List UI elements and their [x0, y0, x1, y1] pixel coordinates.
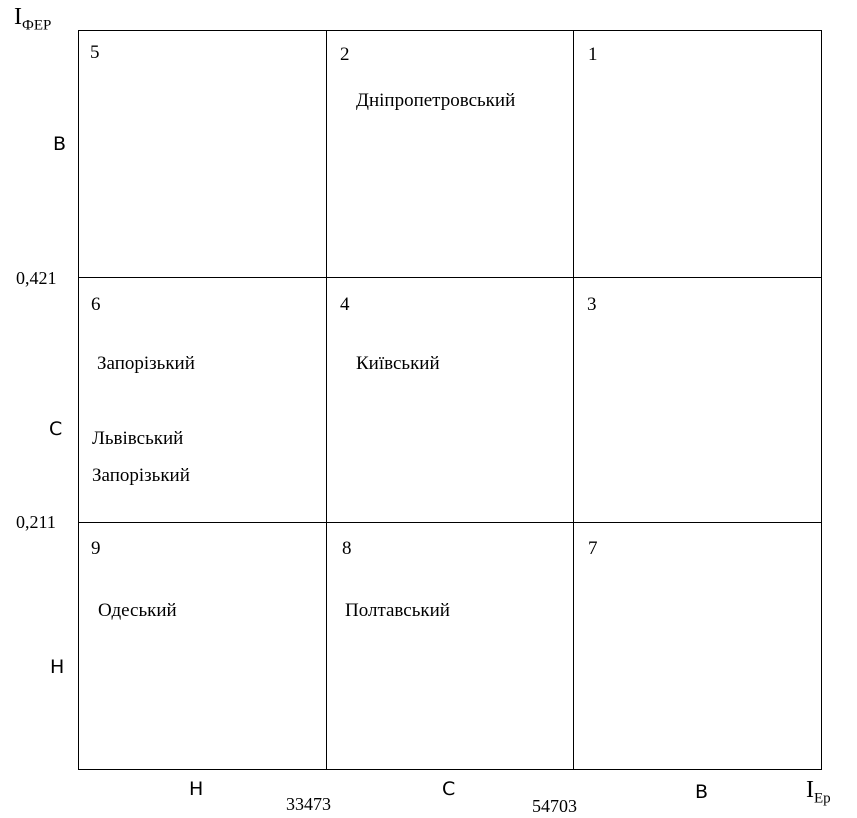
- cell-6-number: 6: [91, 294, 101, 315]
- y-threshold-upper: 0,421: [16, 268, 57, 288]
- x-axis-title-main: I: [806, 777, 814, 803]
- x-threshold-lower: 33473: [286, 794, 331, 814]
- cell-8-number: 8: [342, 538, 352, 559]
- y-level-medium: С: [49, 418, 63, 440]
- cell-1-number: 1: [588, 44, 598, 65]
- y-axis-title: IФЕР: [14, 4, 51, 34]
- x-threshold-upper: 54703: [532, 796, 577, 816]
- cell-9-number: 9: [91, 538, 101, 559]
- y-threshold-lower: 0,211: [16, 512, 56, 532]
- grid-divider-2: [573, 30, 574, 770]
- cell-5-number: 5: [90, 42, 100, 63]
- cell-2-region-1: Дніпропетровський: [356, 90, 516, 111]
- x-level-medium: С: [442, 778, 456, 800]
- grid-bottom-border: [78, 769, 822, 770]
- cell-6-region-1: Запорізький: [97, 353, 195, 374]
- y-level-high: В: [53, 133, 67, 155]
- y-axis-title-main: I: [14, 4, 22, 30]
- cell-2-number: 2: [340, 44, 350, 65]
- cell-4-number: 4: [340, 294, 350, 315]
- grid-top-border: [78, 30, 822, 31]
- x-level-high: В: [695, 781, 709, 803]
- grid-left-border: [78, 30, 79, 770]
- grid-row-divider-1: [78, 277, 822, 278]
- grid-row-divider-2: [78, 522, 822, 523]
- cell-4-region-1: Київський: [356, 353, 440, 374]
- y-level-low: Н: [50, 656, 65, 678]
- x-level-low: Н: [189, 778, 204, 800]
- cell-7-number: 7: [588, 538, 598, 559]
- cell-9-region-1: Одеський: [98, 600, 177, 621]
- x-axis-title-sub: Ep: [814, 790, 831, 807]
- grid-divider-1: [326, 30, 327, 770]
- grid-right-border: [821, 30, 822, 770]
- x-axis-title: IEp: [806, 777, 831, 807]
- cell-3-number: 3: [587, 294, 597, 315]
- cell-6-region-2: Львівський: [92, 428, 184, 449]
- y-axis-title-sub: ФЕР: [22, 17, 52, 34]
- cell-6-region-3: Запорізький: [92, 465, 190, 486]
- cell-8-region-1: Полтавський: [345, 600, 450, 621]
